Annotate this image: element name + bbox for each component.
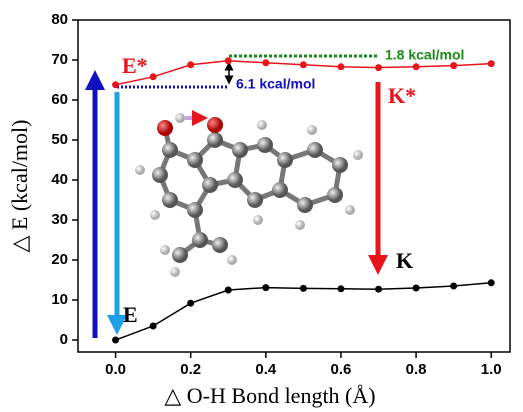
point bbox=[262, 59, 269, 66]
x-tick-label: 0.4 bbox=[255, 361, 277, 378]
point bbox=[450, 62, 457, 69]
point bbox=[225, 287, 232, 294]
y-tick-label: 70 bbox=[51, 51, 68, 68]
point bbox=[262, 284, 269, 291]
x-tick-label: 0.8 bbox=[406, 361, 427, 378]
point bbox=[150, 323, 157, 330]
point bbox=[300, 285, 307, 292]
point bbox=[225, 57, 232, 64]
y-tick-label: 10 bbox=[51, 291, 68, 308]
point bbox=[488, 279, 495, 286]
y-tick-label: 60 bbox=[51, 91, 68, 108]
point bbox=[488, 60, 495, 67]
point bbox=[150, 73, 157, 80]
x-tick-label: 1.0 bbox=[481, 361, 502, 378]
point bbox=[375, 64, 382, 71]
annotation: K bbox=[396, 248, 413, 273]
point bbox=[413, 63, 420, 70]
x-tick-label: 0.2 bbox=[180, 361, 201, 378]
annotation: K* bbox=[388, 83, 416, 108]
annotation: 1.8 kcal/mol bbox=[385, 47, 464, 63]
y-axis-label: △ E (kcal/mol) bbox=[7, 120, 32, 253]
point bbox=[413, 285, 420, 292]
y-tick-label: 0 bbox=[60, 331, 68, 348]
y-tick-label: 30 bbox=[51, 211, 68, 228]
x-axis-label: △ O-H Bond length (Å) bbox=[164, 383, 375, 408]
point bbox=[112, 81, 119, 88]
chart: E* K* E K 6.1 kcal/mol 1.8 kcal/mol △ O-… bbox=[0, 0, 523, 412]
point bbox=[300, 61, 307, 68]
point bbox=[187, 61, 194, 68]
series-label: E bbox=[123, 302, 138, 327]
y-tick-label: 20 bbox=[51, 251, 68, 268]
point bbox=[112, 337, 119, 344]
point bbox=[450, 283, 457, 290]
point bbox=[375, 286, 382, 293]
point bbox=[187, 300, 194, 307]
point bbox=[337, 63, 344, 70]
series-label: E* bbox=[122, 53, 148, 78]
x-tick-label: 0.6 bbox=[331, 361, 352, 378]
x-tick-label: 0.0 bbox=[105, 361, 126, 378]
annotation: 6.1 kcal/mol bbox=[236, 76, 315, 92]
y-tick-label: 40 bbox=[51, 171, 68, 188]
point bbox=[337, 285, 344, 292]
y-tick-label: 80 bbox=[51, 11, 68, 28]
y-tick-label: 50 bbox=[51, 131, 68, 148]
